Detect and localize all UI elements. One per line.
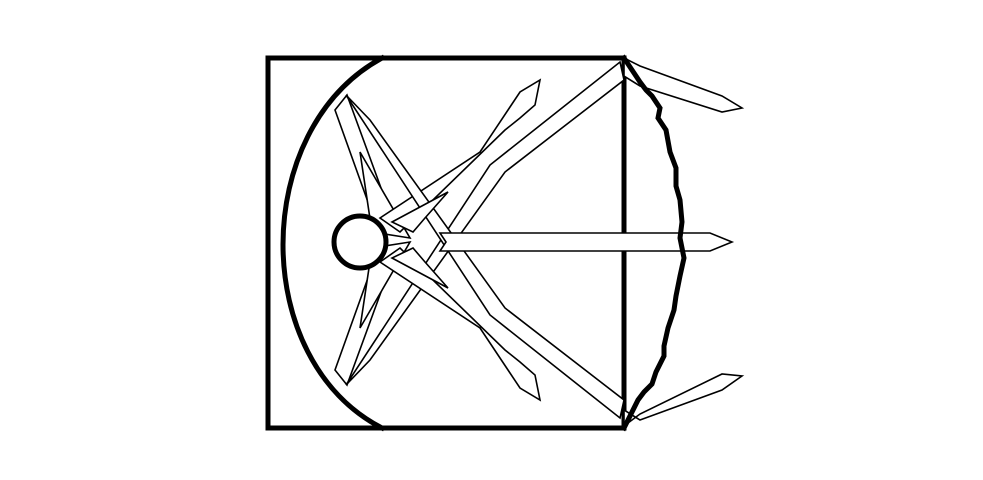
lower-arrow [624,374,742,426]
center-arrow [440,233,732,251]
center-circle [334,216,386,268]
